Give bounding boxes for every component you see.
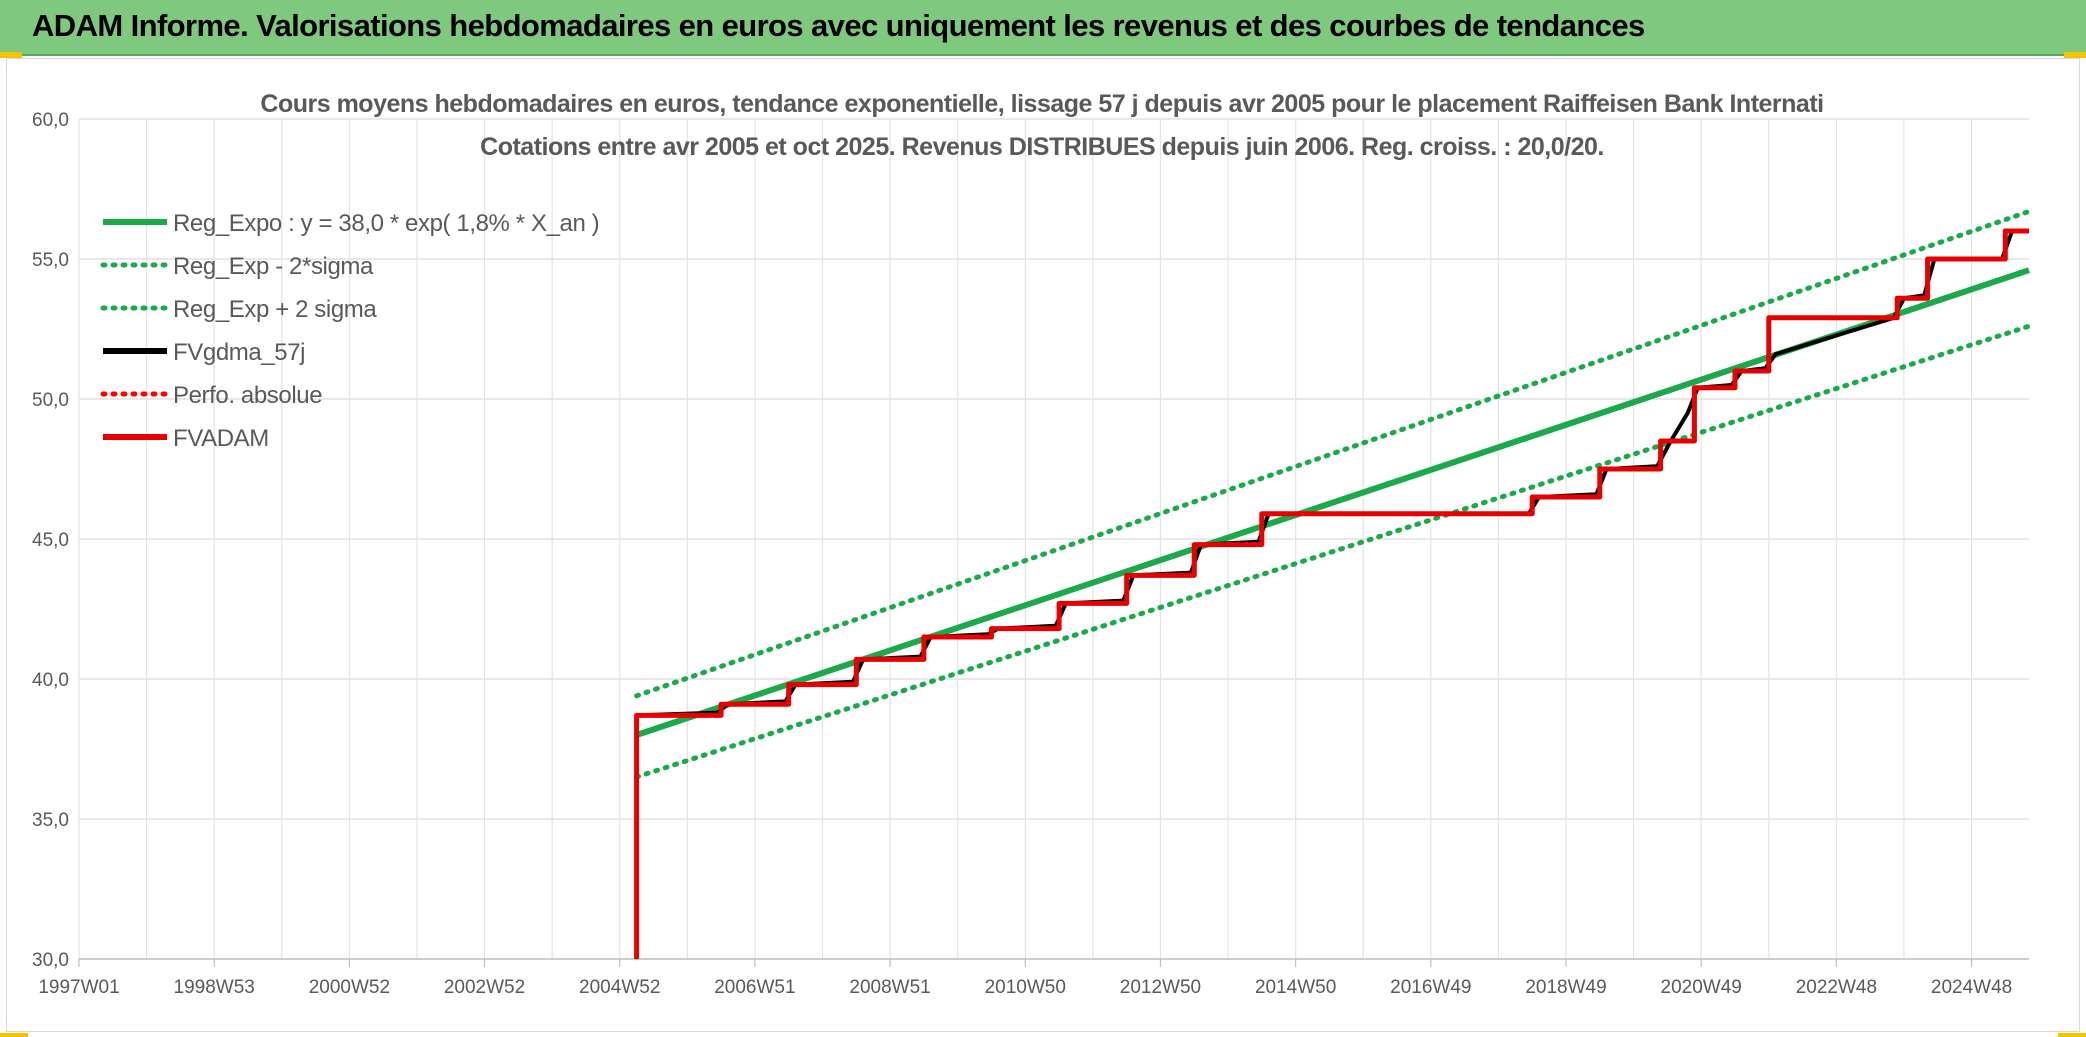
x-tick-label: 2008W51 bbox=[849, 977, 930, 998]
x-tick-label: 2002W52 bbox=[444, 977, 525, 998]
bottom-accent-right bbox=[2058, 1033, 2086, 1037]
y-tick-label: 40,0 bbox=[32, 670, 69, 691]
x-tick-label: 2006W51 bbox=[714, 977, 795, 998]
legend-label: FVADAM bbox=[173, 425, 269, 452]
y-tick-label: 60,0 bbox=[32, 110, 69, 131]
y-tick-label: 35,0 bbox=[32, 810, 69, 831]
legend-label: Reg_Exp - 2*sigma bbox=[173, 253, 374, 280]
bottom-accent-left bbox=[0, 1033, 28, 1037]
chart-title-line: Cotations entre avr 2005 et oct 2025. Re… bbox=[480, 133, 1604, 161]
series-line bbox=[634, 228, 2029, 959]
y-tick-label: 55,0 bbox=[32, 250, 69, 271]
x-tick-label: 2016W49 bbox=[1390, 977, 1471, 998]
series-line bbox=[634, 208, 2032, 699]
x-tick-label: 2012W50 bbox=[1120, 977, 1201, 998]
x-tick-label: 2024W48 bbox=[1931, 977, 2012, 998]
report-header-bar: ADAM Informe. Valorisations hebdomadaire… bbox=[0, 0, 2086, 56]
line-chart: 30,0 35,0 40,0 45,0 50,0 55,0 60,0 1997W01 1998W… bbox=[32, 90, 2032, 998]
x-tick-label: 2000W52 bbox=[309, 977, 390, 998]
x-tick-label: 2014W50 bbox=[1255, 977, 1336, 998]
report-title: ADAM Informe. Valorisations hebdomadaire… bbox=[32, 8, 1645, 43]
x-tick-label: 2010W50 bbox=[985, 977, 1066, 998]
legend-label: FVgdma_57j bbox=[173, 339, 305, 366]
left-corner-accent bbox=[0, 52, 22, 58]
y-tick-label: 50,0 bbox=[32, 390, 69, 411]
series-line bbox=[634, 323, 2032, 780]
legend-label: Perfo. absolue bbox=[173, 382, 322, 409]
right-corner-accent bbox=[2064, 52, 2086, 58]
x-tick-label: 2020W49 bbox=[1661, 977, 1742, 998]
chart-title-line: Cours moyens hebdomadaires en euros, ten… bbox=[260, 90, 1823, 118]
x-tick-label: 1998W53 bbox=[174, 977, 255, 998]
legend-label: Reg_Expo : y = 38,0 * exp( 1,8% * X_an ) bbox=[173, 210, 599, 237]
x-tick-label: 2022W48 bbox=[1796, 977, 1877, 998]
x-tick-label: 1997W01 bbox=[38, 977, 119, 998]
chart-area: 30,0 35,0 40,0 45,0 50,0 55,0 60,0 1997W01 1998W… bbox=[6, 58, 2080, 1032]
series-line bbox=[636, 229, 2029, 718]
legend-label: Reg_Exp + 2 sigma bbox=[173, 296, 377, 323]
y-tick-label: 45,0 bbox=[32, 530, 69, 551]
y-tick-label: 30,0 bbox=[32, 950, 69, 971]
x-tick-label: 2018W49 bbox=[1525, 977, 1606, 998]
x-tick-label: 2004W52 bbox=[579, 977, 660, 998]
